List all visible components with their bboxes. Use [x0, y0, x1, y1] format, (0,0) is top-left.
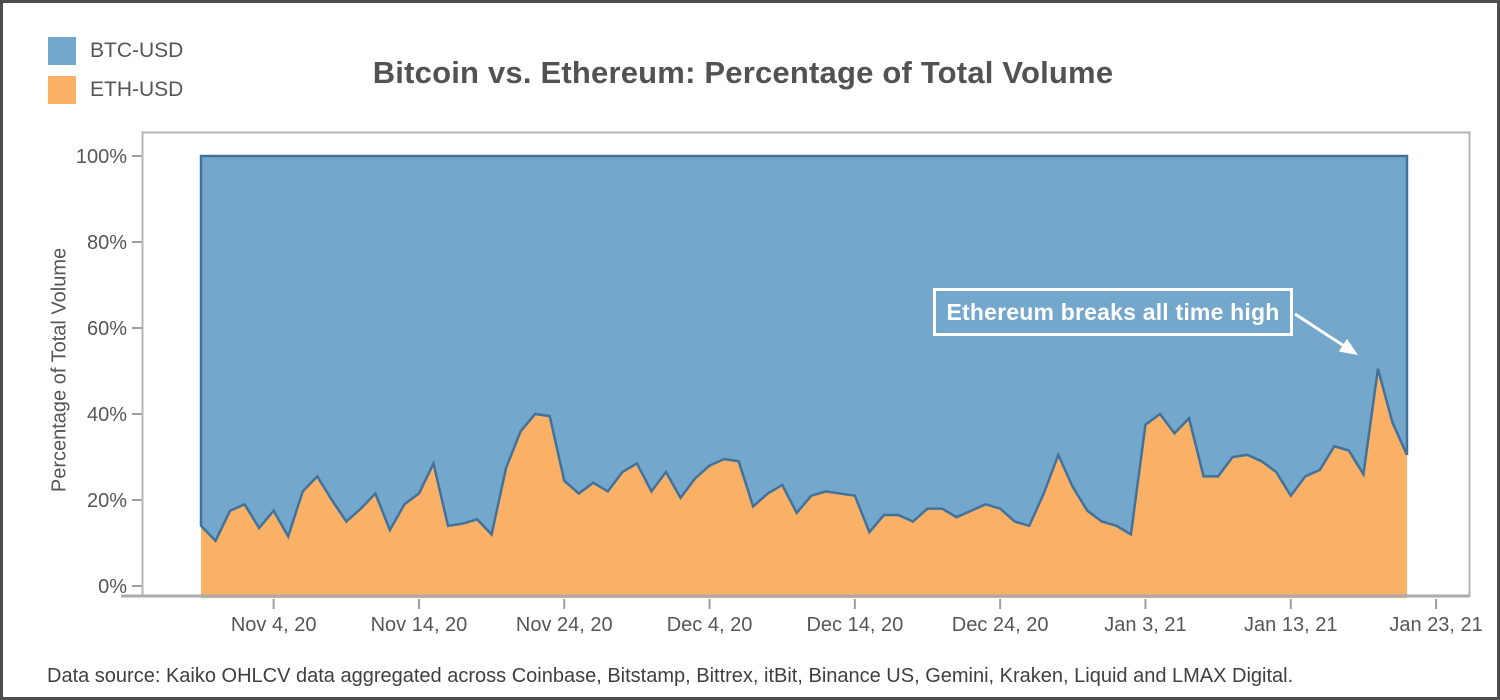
legend-swatch-btc — [48, 37, 76, 65]
x-axis-tick-label: Nov 4, 20 — [231, 614, 317, 636]
y-axis-tick-label: 60% — [87, 318, 127, 340]
legend-label-btc: BTC-USD — [90, 39, 184, 62]
stacked-area-chart: Nov 4, 20 Nov 14, 20 Nov 24, 20 Dec 4, 20 De… — [76, 131, 1483, 636]
y-axis-tick-label: 100% — [76, 146, 127, 168]
eth-area — [201, 368, 1407, 598]
x-axis-tick-label: Jan 23, 21 — [1389, 614, 1482, 636]
y-axis-tick-label: 0% — [98, 576, 127, 598]
x-axis-tick-label: Jan 3, 21 — [1104, 614, 1186, 636]
x-axis-tick-label: Dec 24, 20 — [952, 614, 1049, 636]
x-axis-tick-label: Dec 14, 20 — [806, 614, 903, 636]
legend-item-btc: BTC-USD — [48, 37, 183, 65]
y-axis-tick-label: 40% — [87, 404, 127, 426]
y-axis-tick-label: 80% — [87, 232, 127, 254]
annotation-arrow-line — [1294, 312, 1344, 347]
legend-swatch-eth — [48, 76, 76, 104]
annotation-callout: Ethereum breaks all time high — [933, 288, 1293, 336]
data-source-note: Data source: Kaiko OHLCV data aggregated… — [47, 665, 1294, 687]
chart-title: Bitcoin vs. Ethereum: Percentage of Tota… — [372, 55, 1114, 90]
x-axis-tick-label: Nov 24, 20 — [516, 614, 613, 636]
x-axis-tick-label: Nov 14, 20 — [371, 614, 468, 636]
annotation-arrow-head — [1338, 338, 1358, 355]
x-axis-tick-label: Jan 13, 21 — [1244, 614, 1337, 636]
btc-area — [199, 154, 1409, 544]
legend: BTC-USD ETH-USD — [48, 37, 183, 115]
legend-label-eth: ETH-USD — [90, 78, 184, 101]
legend-item-eth: ETH-USD — [48, 76, 183, 104]
x-axis-tick-label: Dec 4, 20 — [667, 614, 753, 636]
y-axis-tick-label: 20% — [87, 490, 127, 512]
